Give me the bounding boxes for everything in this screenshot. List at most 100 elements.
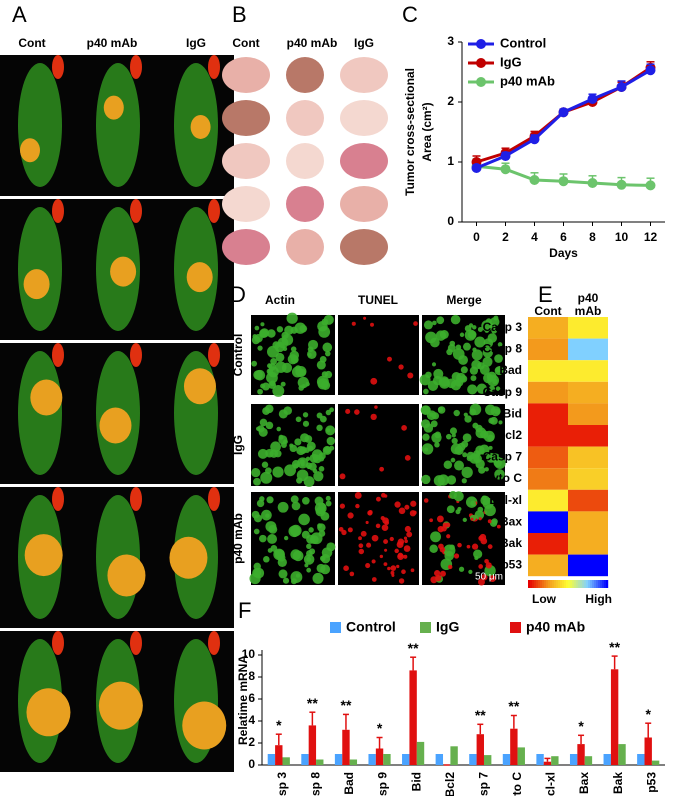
micrograph-detail xyxy=(457,442,466,451)
micrograph-detail xyxy=(470,500,477,507)
photo-detail xyxy=(52,631,64,655)
photo-detail xyxy=(110,256,137,287)
micrograph-detail xyxy=(282,346,288,352)
micrograph-detail xyxy=(449,544,455,550)
colorbar xyxy=(528,580,531,588)
panel-letter: C xyxy=(402,2,418,27)
point xyxy=(471,163,482,173)
micrograph-detail xyxy=(319,355,327,363)
micrograph-detail xyxy=(318,465,325,472)
bar xyxy=(334,754,343,765)
photo-detail xyxy=(186,262,213,293)
micrograph-detail xyxy=(453,553,460,559)
micrograph-detail xyxy=(478,466,486,474)
tumor-photo xyxy=(286,100,324,136)
micrograph-detail xyxy=(299,459,305,465)
tumor-photo xyxy=(286,186,324,222)
micrograph-detail xyxy=(451,433,456,438)
micrograph-detail xyxy=(476,383,487,394)
micrograph-detail xyxy=(458,566,465,572)
micrograph-detail xyxy=(404,504,410,510)
micrograph-detail xyxy=(251,360,258,367)
heatmap-cell xyxy=(568,511,608,533)
point xyxy=(529,175,540,185)
micrograph-detail xyxy=(447,564,453,570)
micrograph-detail xyxy=(306,543,312,550)
micrograph-detail xyxy=(480,495,491,506)
micrograph-detail xyxy=(251,467,261,478)
heatmap-cell xyxy=(568,317,608,339)
tumor-photo xyxy=(286,57,324,93)
x-tick-label: Bax xyxy=(577,772,591,794)
micrograph-detail xyxy=(497,342,503,347)
micrograph-detail xyxy=(354,492,362,499)
panel-letter: E xyxy=(538,282,553,307)
micrograph-detail xyxy=(443,460,453,469)
colorbar xyxy=(592,580,595,588)
row-label: Casp 7 xyxy=(483,450,523,464)
micrograph-detail xyxy=(487,519,492,524)
micrograph-detail xyxy=(383,562,388,567)
micrograph-detail xyxy=(322,342,333,353)
micrograph-detail xyxy=(329,445,335,451)
micrograph-detail xyxy=(489,416,498,425)
row-label: p40 mAb xyxy=(231,513,245,564)
micrograph-detail xyxy=(325,409,332,416)
micrograph-detail xyxy=(478,564,484,569)
panel-letter: D xyxy=(230,282,246,307)
micrograph-detail xyxy=(303,554,315,565)
micrograph-detail xyxy=(289,443,294,448)
photo-detail xyxy=(18,207,62,331)
colorbar-label: High xyxy=(585,592,612,606)
micrograph-detail xyxy=(284,535,289,541)
colorbar xyxy=(566,580,569,588)
micrograph-detail xyxy=(290,524,302,537)
y-tick-label: 2 xyxy=(248,735,255,749)
legend-label: Control xyxy=(500,35,546,50)
micrograph-detail xyxy=(314,502,327,515)
micrograph-detail xyxy=(338,526,344,532)
micrograph-detail xyxy=(270,441,281,453)
micrograph-detail xyxy=(290,578,297,585)
micrograph-detail xyxy=(484,328,490,333)
legend-swatch xyxy=(510,622,521,633)
micrograph-detail xyxy=(290,495,299,504)
x-tick-label: Bak xyxy=(611,772,625,794)
column-label: IgG xyxy=(354,36,374,50)
micrograph-detail xyxy=(452,348,465,360)
bar xyxy=(282,757,290,765)
micrograph-detail xyxy=(261,461,269,469)
micrograph-detail xyxy=(434,442,440,448)
bar xyxy=(275,745,283,765)
x-tick-label: Bcl2 xyxy=(443,772,457,796)
photo-detail xyxy=(130,487,142,511)
micrograph-detail xyxy=(358,548,365,555)
micrograph-detail xyxy=(325,495,331,501)
micrograph-detail xyxy=(472,325,477,330)
y-tick-label: 0 xyxy=(248,757,255,771)
column-label: Cont xyxy=(232,36,259,50)
micrograph-detail xyxy=(449,427,458,435)
micrograph-detail xyxy=(379,554,384,559)
photo-detail xyxy=(30,379,63,416)
micrograph-detail xyxy=(266,496,274,504)
legend-label: IgG xyxy=(500,54,522,69)
micrograph-detail xyxy=(477,362,485,370)
row-label: Bid xyxy=(503,406,522,420)
colorbar xyxy=(540,580,543,588)
micrograph-detail xyxy=(272,384,285,397)
micrograph-detail xyxy=(471,349,483,361)
colorbar xyxy=(564,580,567,588)
tumor-photo xyxy=(286,229,324,265)
bar xyxy=(483,755,492,765)
y-tick-label: 4 xyxy=(248,713,255,727)
photo-detail xyxy=(98,681,143,730)
colorbar xyxy=(590,580,593,588)
micrograph-detail xyxy=(394,548,399,554)
micrograph-detail xyxy=(283,406,293,415)
photo-detail xyxy=(208,199,220,223)
micrograph-detail xyxy=(267,533,278,544)
heatmap-cell xyxy=(528,446,568,469)
micrograph-detail xyxy=(317,523,326,532)
photo-detail xyxy=(107,554,146,597)
